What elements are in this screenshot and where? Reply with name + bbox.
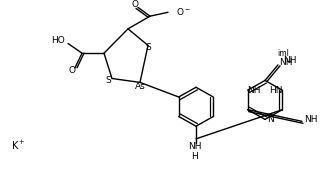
Text: H: H xyxy=(191,152,198,161)
Text: NH: NH xyxy=(304,115,318,124)
Text: NH: NH xyxy=(279,58,293,67)
Text: N: N xyxy=(267,115,273,124)
Text: K$^+$: K$^+$ xyxy=(11,139,25,152)
Text: S: S xyxy=(105,76,111,85)
Text: As: As xyxy=(135,82,145,91)
Text: O$^-$: O$^-$ xyxy=(176,6,191,17)
Text: NH: NH xyxy=(188,142,202,151)
Text: O: O xyxy=(132,0,138,9)
Text: HO: HO xyxy=(51,36,65,45)
Text: NH: NH xyxy=(247,86,260,95)
Text: O: O xyxy=(68,66,75,75)
Text: HN: HN xyxy=(270,86,283,95)
Text: NH: NH xyxy=(283,56,296,65)
Text: S: S xyxy=(145,43,151,52)
Text: iml: iml xyxy=(277,49,289,58)
